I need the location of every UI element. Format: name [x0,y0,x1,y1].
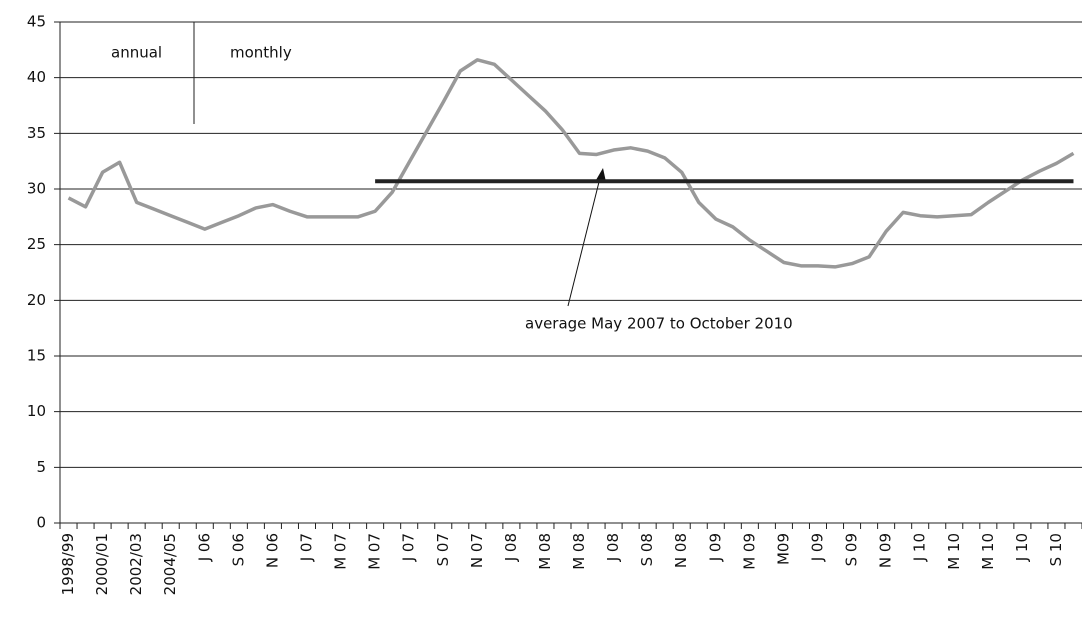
x-tick-label: M 10 [979,533,997,570]
x-tick-label: N 08 [672,533,690,568]
x-tick-label: 2000/01 [93,533,111,595]
x-tick-label: J 06 [195,533,213,562]
arrow-head [596,168,606,182]
x-tick-label: S 10 [1047,533,1065,566]
x-tick-label: S 09 [843,533,861,566]
y-tick-label: 40 [27,68,46,86]
x-tick-label: J 08 [604,533,622,562]
series-line [67,58,1075,269]
annotation: average May 2007 to October 2010 [525,315,793,333]
y-tick-label: 20 [27,291,46,309]
y-tick-label: 15 [27,347,46,365]
x-tick-label: N 09 [877,533,895,568]
annotation: annual [111,44,162,62]
x-tick-label: 2004/05 [161,533,179,595]
x-tick-label: S 08 [638,533,656,566]
x-tick-label: J 10 [1013,533,1031,562]
arrow [567,173,602,307]
x-tick-label: S 06 [229,533,247,566]
x-tick-label: M 07 [332,533,350,570]
x-tick-label: J 09 [706,533,724,562]
x-tick-label: M09 [774,533,792,565]
y-tick-label: 30 [27,180,46,198]
x-tick-label: M 09 [740,533,758,570]
y-tick-label: 45 [27,13,46,31]
y-tick-label: 10 [27,402,46,420]
y-tick-label: 25 [27,235,46,253]
y-tick-label: 5 [36,458,46,476]
x-tick-label: M 07 [366,533,384,570]
x-tick-label: J 07 [400,533,418,562]
x-tick-label: 1998/99 [59,533,77,595]
x-tick-label: M 10 [945,533,963,570]
y-tick-label: 0 [36,514,46,532]
x-tick-label: M 08 [570,533,588,570]
x-tick-label: J 08 [502,533,520,562]
x-tick-label: J 10 [911,533,929,562]
x-tick-label: J 09 [808,533,826,562]
y-tick-label: 35 [27,124,46,142]
x-tick-label: M 08 [536,533,554,570]
x-tick-label: N 06 [263,533,281,568]
x-tick-label: N 07 [468,533,486,568]
x-tick-label: J 07 [297,533,315,562]
annotation: monthly [230,44,292,62]
x-tick-label: S 07 [434,533,452,566]
x-tick-label: 2002/03 [127,533,145,595]
